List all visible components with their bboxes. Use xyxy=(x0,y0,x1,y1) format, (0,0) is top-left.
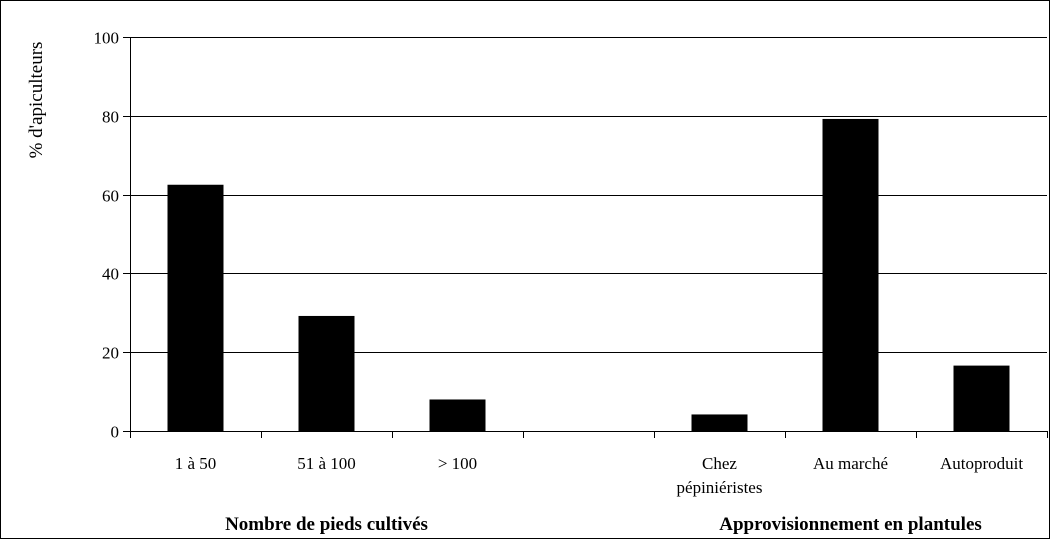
axes xyxy=(123,37,1048,438)
bar xyxy=(953,365,1010,431)
x-tick-label: Au marché xyxy=(813,454,888,473)
y-tick-labels: 0 20 40 60 80 100 xyxy=(94,29,120,442)
y-tick-label: 0 xyxy=(111,423,120,442)
y-tick-label: 80 xyxy=(102,108,119,127)
x-tick-labels: 1 à 50 51 à 100 > 100 Chez pépiniéristes Au m… xyxy=(175,454,1024,497)
bar xyxy=(167,184,224,431)
y-tick-label: 60 xyxy=(102,187,119,206)
y-tick-label: 40 xyxy=(102,265,119,284)
bar xyxy=(691,414,748,431)
bar xyxy=(298,315,355,431)
x-tick-label: Autoproduit xyxy=(940,454,1023,473)
y-tick-label: 100 xyxy=(94,29,120,48)
x-tick-label: Chez xyxy=(702,454,737,473)
group-label: Approvisionnement en plantules xyxy=(719,514,982,535)
group-labels: Nombre de pieds cultivés Approvisionnemen… xyxy=(225,514,982,535)
y-axis-label: % d'apiculteurs xyxy=(26,42,47,159)
y-tick-label: 20 xyxy=(102,344,119,363)
x-tick-label: pépiniéristes xyxy=(677,478,763,497)
bar xyxy=(822,118,879,432)
group-label: Nombre de pieds cultivés xyxy=(225,514,428,535)
bar xyxy=(429,399,486,431)
gridlines xyxy=(130,37,1047,353)
x-tick-label: 1 à 50 xyxy=(175,454,217,473)
x-tick-label: > 100 xyxy=(438,454,477,473)
x-tick-label: 51 à 100 xyxy=(297,454,356,473)
bars xyxy=(167,118,1010,432)
